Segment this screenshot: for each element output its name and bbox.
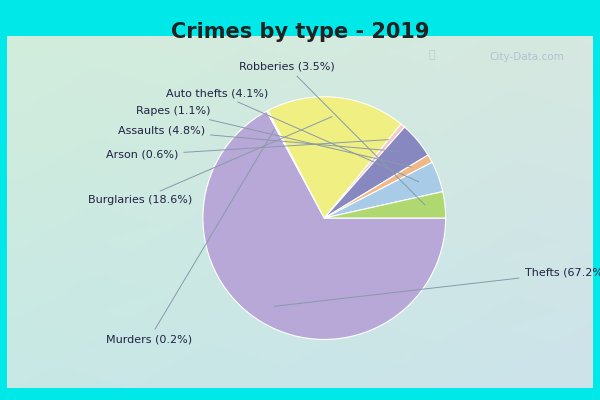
Text: Auto thefts (4.1%): Auto thefts (4.1%) xyxy=(166,88,419,182)
Text: Crimes by type - 2019: Crimes by type - 2019 xyxy=(171,22,429,42)
Text: Burglaries (18.6%): Burglaries (18.6%) xyxy=(88,116,332,205)
Wedge shape xyxy=(203,111,446,340)
Wedge shape xyxy=(324,127,428,218)
Text: City-Data.com: City-Data.com xyxy=(489,52,564,62)
Text: Murders (0.2%): Murders (0.2%) xyxy=(106,129,274,344)
Text: Robberies (3.5%): Robberies (3.5%) xyxy=(239,61,425,205)
Text: Rapes (1.1%): Rapes (1.1%) xyxy=(136,106,412,167)
Text: Assaults (4.8%): Assaults (4.8%) xyxy=(118,126,401,152)
Wedge shape xyxy=(324,155,432,218)
Wedge shape xyxy=(266,110,324,218)
Text: Thefts (67.2%): Thefts (67.2%) xyxy=(274,268,600,306)
Wedge shape xyxy=(324,192,446,218)
Text: Arson (0.6%): Arson (0.6%) xyxy=(106,140,388,160)
Wedge shape xyxy=(268,97,401,218)
Wedge shape xyxy=(324,124,404,218)
Text: ⓘ: ⓘ xyxy=(428,50,436,60)
Wedge shape xyxy=(324,162,443,218)
